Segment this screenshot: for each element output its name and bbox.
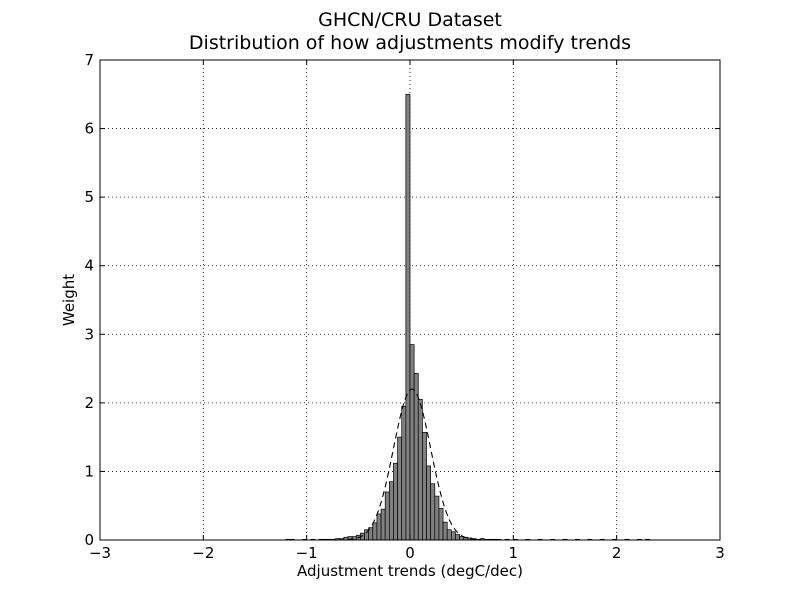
x-tick-label: 0 bbox=[405, 544, 415, 562]
histogram-bar bbox=[388, 481, 394, 541]
x-tick-label: 2 bbox=[612, 544, 622, 562]
histogram-bars bbox=[285, 93, 651, 541]
histogram-bar bbox=[426, 465, 432, 541]
histogram-bar bbox=[380, 508, 386, 541]
y-tick-label: 3 bbox=[84, 325, 94, 343]
x-tick-label: 1 bbox=[509, 544, 519, 562]
histogram-bar bbox=[442, 521, 448, 541]
x-tick-label: 3 bbox=[715, 544, 725, 562]
y-tick-label: 4 bbox=[84, 257, 94, 275]
histogram-bar bbox=[455, 534, 460, 541]
x-axis-label: Adjustment trends (degC/dec) bbox=[297, 562, 523, 580]
histogram-bar bbox=[413, 373, 419, 541]
histogram-bar bbox=[376, 513, 382, 541]
histogram-bar bbox=[397, 436, 403, 541]
histogram-bar bbox=[405, 93, 411, 541]
histogram-bar bbox=[446, 529, 452, 541]
y-tick-label: 0 bbox=[84, 531, 94, 549]
fit-curve-layer bbox=[337, 388, 486, 541]
histogram-bar bbox=[422, 431, 427, 541]
x-tick-label: −3 bbox=[89, 544, 111, 562]
y-tick-label: 1 bbox=[84, 462, 94, 480]
histogram-bar bbox=[450, 531, 456, 541]
y-tick-label: 7 bbox=[84, 51, 94, 69]
gaussian-fit-curve bbox=[337, 388, 486, 541]
y-tick-label: 5 bbox=[84, 188, 94, 206]
plot-frame bbox=[99, 59, 721, 541]
chart-title: GHCN/CRU Dataset bbox=[318, 9, 502, 31]
histogram-bar bbox=[438, 508, 444, 541]
x-tick-label: −1 bbox=[296, 544, 318, 562]
histogram-bar bbox=[384, 491, 390, 541]
histogram-bar bbox=[434, 495, 440, 541]
y-tick-label: 2 bbox=[84, 394, 94, 412]
histogram-bar bbox=[372, 522, 378, 541]
histogram-bar bbox=[417, 399, 423, 541]
histogram-bar bbox=[409, 344, 415, 541]
histogram-bar bbox=[401, 405, 407, 541]
chart-subtitle: Distribution of how adjustments modify t… bbox=[189, 32, 631, 54]
axis-ticks: −3 −2 −1 0 1 2 3 0 1 2 3 4 5 6 7 bbox=[84, 51, 724, 562]
y-tick-label: 6 bbox=[84, 120, 94, 138]
histogram-bar bbox=[430, 483, 436, 541]
histogram-bar bbox=[393, 462, 398, 541]
y-axis-label: Weight bbox=[60, 274, 78, 326]
x-tick-label: −2 bbox=[192, 544, 214, 562]
